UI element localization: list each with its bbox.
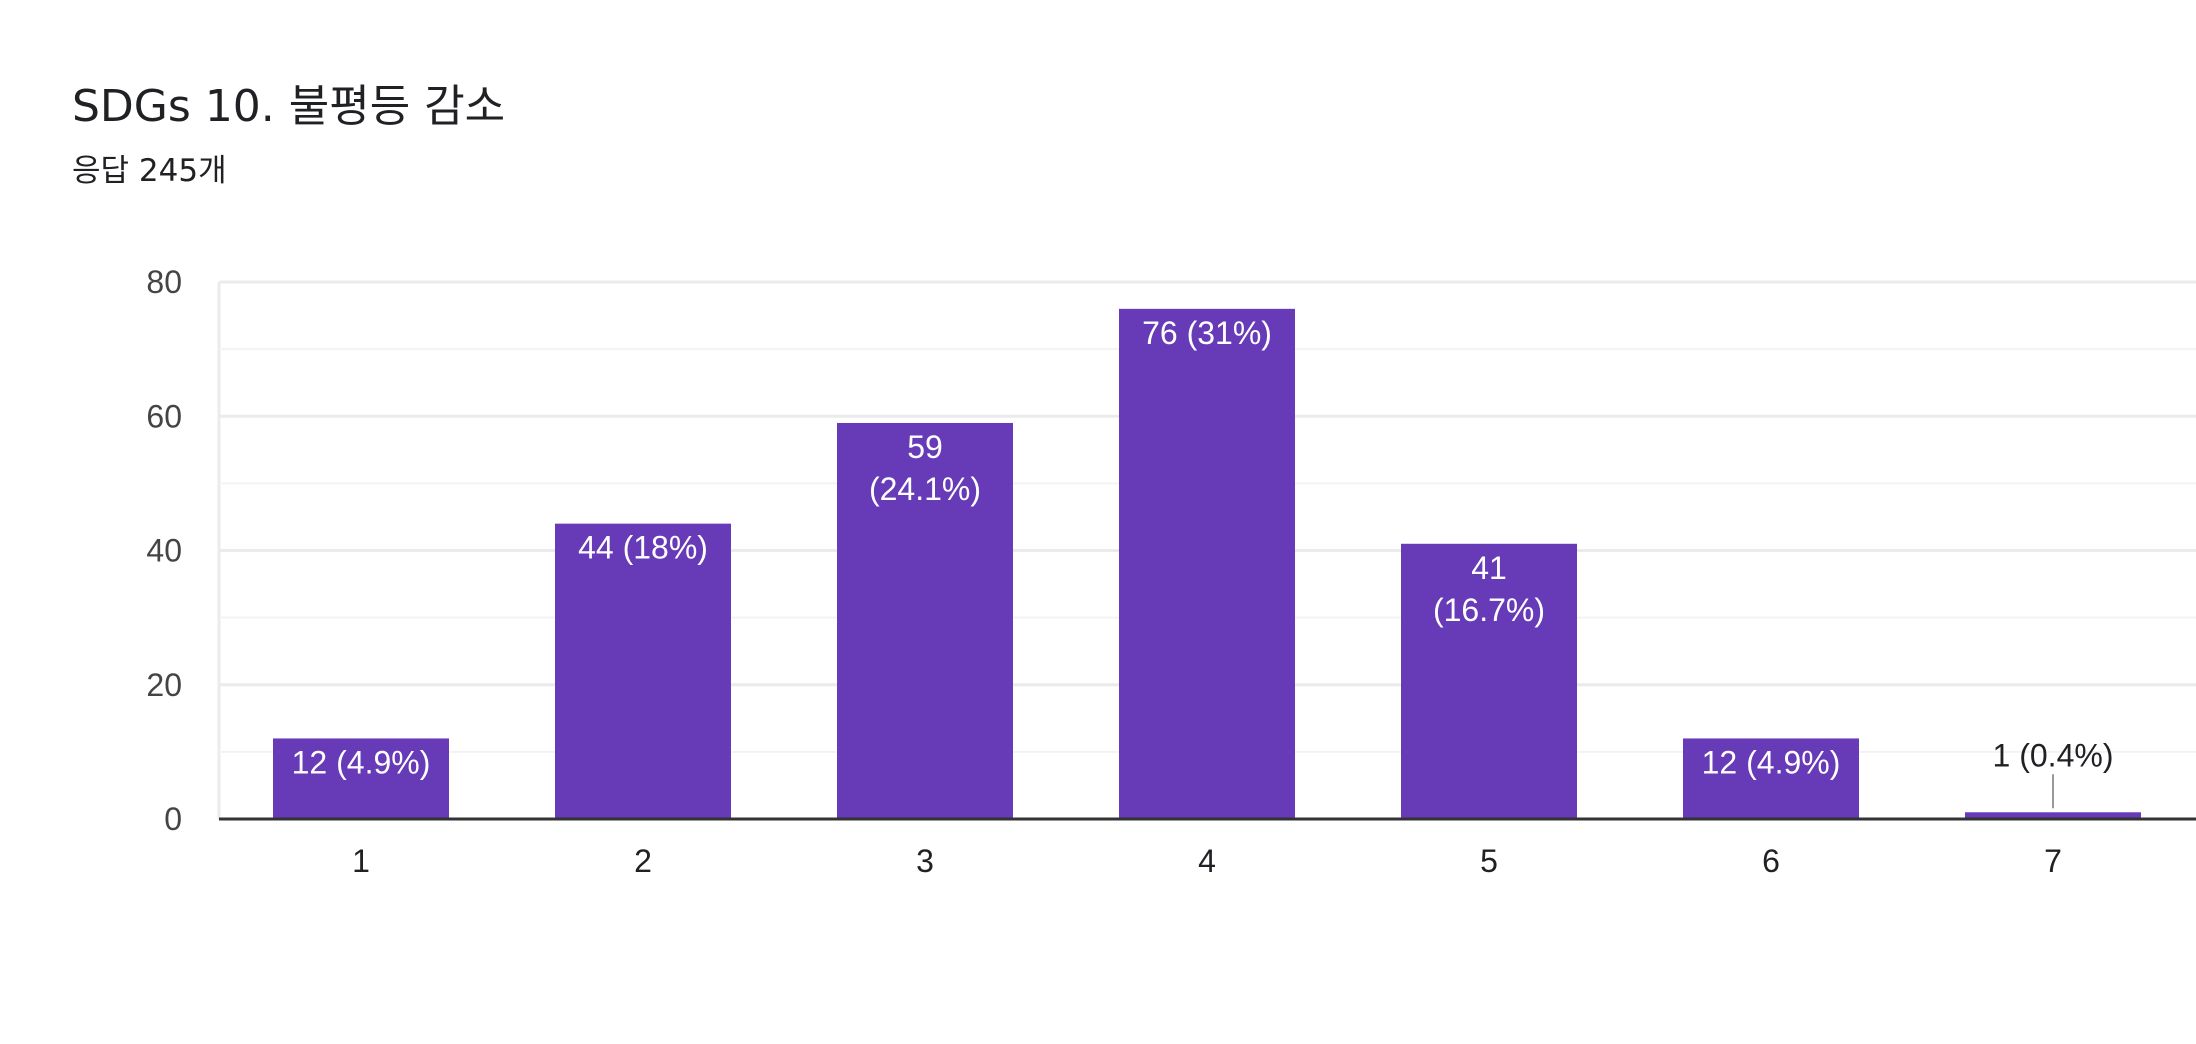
data-label: 1 (0.4%) bbox=[1993, 737, 2114, 773]
bar bbox=[1683, 738, 1859, 819]
x-tick-label: 5 bbox=[1480, 843, 1498, 879]
data-label: 12 (4.9%) bbox=[292, 744, 431, 780]
bar bbox=[837, 422, 1013, 819]
chart-title: SDGs 10. 불평등 감소 bbox=[72, 81, 506, 132]
y-tick-label: 60 bbox=[146, 398, 182, 434]
data-label: (24.1%) bbox=[869, 471, 981, 507]
data-label: 76 (31%) bbox=[1142, 315, 1272, 351]
data-label: 12 (4.9%) bbox=[1702, 744, 1841, 780]
y-tick-label: 80 bbox=[146, 264, 182, 300]
bar bbox=[1119, 308, 1295, 819]
x-tick-label: 6 bbox=[1762, 843, 1780, 879]
data-label: 41 bbox=[1471, 550, 1507, 586]
bar bbox=[555, 523, 731, 819]
bar bbox=[1401, 543, 1577, 819]
y-tick-label: 0 bbox=[164, 801, 182, 837]
x-tick-label: 3 bbox=[916, 843, 934, 879]
data-label: (16.7%) bbox=[1433, 592, 1545, 628]
x-tick-label: 2 bbox=[634, 843, 652, 879]
data-label: 59 bbox=[907, 429, 943, 465]
bar bbox=[273, 738, 449, 819]
y-tick-label: 40 bbox=[146, 533, 182, 569]
x-tick-label: 7 bbox=[2044, 843, 2062, 879]
x-tick-label: 4 bbox=[1198, 843, 1216, 879]
bar bbox=[1965, 812, 2141, 819]
x-tick-label: 1 bbox=[352, 843, 370, 879]
data-label: 44 (18%) bbox=[578, 530, 708, 566]
y-tick-label: 20 bbox=[146, 667, 182, 703]
response-count: 응답 245개 bbox=[72, 153, 227, 189]
